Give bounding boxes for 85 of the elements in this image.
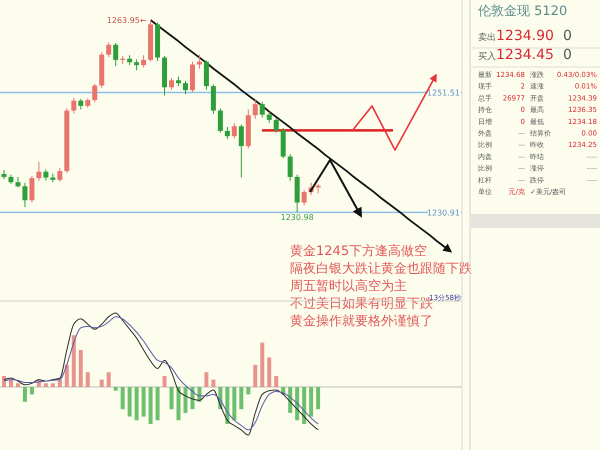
candlestick <box>85 98 90 108</box>
candlestick <box>22 182 28 208</box>
bar <box>86 372 90 387</box>
candlestick <box>141 54 146 68</box>
bar <box>246 387 250 394</box>
bar <box>156 387 160 420</box>
bar <box>8 380 13 387</box>
candlestick <box>106 42 112 58</box>
bar <box>22 387 27 402</box>
candlestick <box>182 80 188 95</box>
bar <box>162 376 167 387</box>
candlestick <box>127 54 132 66</box>
bar <box>309 387 314 417</box>
bar <box>30 387 34 394</box>
bar <box>120 387 125 410</box>
candlestick <box>78 98 84 110</box>
bar <box>50 383 55 387</box>
text: 周五暂时以高空为主 <box>290 278 407 294</box>
candlestick <box>218 108 223 134</box>
bar <box>183 387 188 413</box>
bar <box>64 364 69 387</box>
text: 1234.45 <box>496 47 554 63</box>
annotation: 1263.95← <box>106 16 147 25</box>
ref-line-label: 1251.51 <box>426 88 460 98</box>
text: 买入 <box>478 51 496 62</box>
bar <box>114 387 118 391</box>
candlestick <box>8 174 14 184</box>
bar <box>142 387 146 417</box>
ref-line-label: 1230.91 <box>426 208 460 218</box>
candlestick <box>232 122 237 140</box>
candlestick <box>316 183 321 194</box>
text: 隔夜白银大跌让黄金也跟随下跌 <box>290 260 472 276</box>
candlestick <box>274 118 279 134</box>
bar <box>176 387 180 420</box>
text: 0 <box>563 47 572 63</box>
candlestick <box>169 77 174 90</box>
bar <box>134 387 139 420</box>
bar <box>72 335 76 387</box>
bar <box>44 383 48 387</box>
candlestick <box>288 154 293 182</box>
bar <box>78 350 83 387</box>
bar <box>170 387 174 410</box>
candlestick <box>302 189 307 206</box>
candlestick <box>15 176 20 188</box>
candlestick <box>113 42 118 67</box>
candlestick <box>2 169 6 180</box>
candlestick <box>43 168 48 181</box>
candlestick <box>238 124 244 178</box>
bar <box>253 364 258 387</box>
bar <box>211 380 216 387</box>
bar <box>16 383 20 387</box>
bar <box>302 387 306 424</box>
candlestick <box>71 97 76 114</box>
bar <box>225 387 230 424</box>
bar <box>239 387 244 410</box>
bar <box>106 372 111 387</box>
candlestick <box>224 126 230 140</box>
candlestick <box>134 58 140 71</box>
candlestick <box>266 111 272 124</box>
bar <box>100 380 104 387</box>
bar <box>260 342 264 387</box>
text: 1234.90 <box>496 28 554 44</box>
bar <box>316 387 320 410</box>
bar <box>295 387 300 420</box>
bar <box>2 376 6 387</box>
annotation: 黄金操作就要格外谨慎了 <box>290 314 433 329</box>
candlestick <box>36 161 42 182</box>
candlestick <box>57 168 62 182</box>
bar <box>204 372 208 387</box>
annotation: 1230.98 <box>280 213 314 222</box>
bar <box>128 387 132 417</box>
text: 卖出 <box>478 32 496 43</box>
candlestick <box>196 54 202 70</box>
bar <box>267 357 272 387</box>
bar <box>232 387 236 420</box>
candlestick <box>92 83 98 103</box>
text: 0 <box>563 28 572 44</box>
bar <box>148 387 153 424</box>
text: 伦敦金现 5120 <box>478 4 568 19</box>
candlestick <box>252 100 258 120</box>
candlestick <box>260 101 265 118</box>
text: 黄金1245下方逢高做空 <box>290 243 428 259</box>
bar <box>58 380 62 387</box>
candlestick <box>29 175 34 204</box>
bar <box>274 376 278 387</box>
